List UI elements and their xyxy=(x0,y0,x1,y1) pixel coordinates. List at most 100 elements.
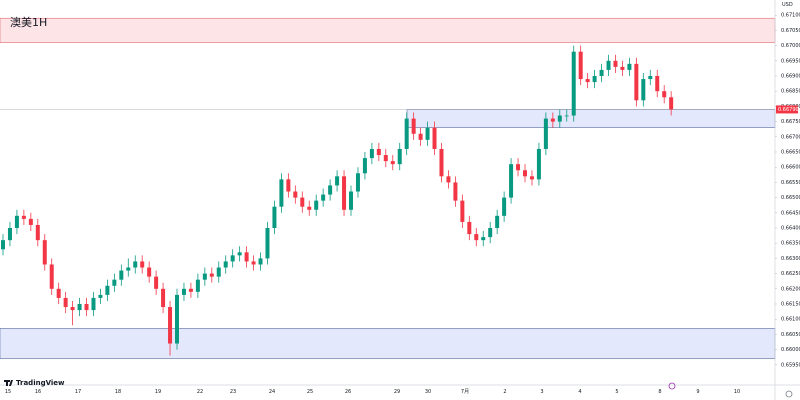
last-price-box xyxy=(776,105,798,114)
candle-body xyxy=(550,118,555,122)
candle-body xyxy=(49,264,54,289)
y-tick-label: 0.67000 xyxy=(781,43,800,49)
candle-body xyxy=(529,176,534,180)
y-tick-label: 0.66950 xyxy=(781,58,800,64)
candle-body xyxy=(328,185,333,195)
x-tick-label: 24 xyxy=(269,389,275,395)
y-tick-label: 0.66850 xyxy=(781,89,800,95)
candle-body xyxy=(585,79,590,83)
candle-body xyxy=(613,60,618,67)
candle-body xyxy=(397,148,402,165)
candle-body xyxy=(564,115,569,117)
candle-body xyxy=(321,194,326,201)
y-tick-label: 0.66100 xyxy=(781,317,800,323)
x-tick-label: 18 xyxy=(115,389,121,395)
x-tick-label: 23 xyxy=(230,389,236,395)
candle-body xyxy=(195,279,200,292)
candle-body xyxy=(474,234,479,241)
x-tick-label: 26 xyxy=(345,389,351,395)
candle-body xyxy=(265,228,270,259)
y-tick-label: 0.66000 xyxy=(781,347,800,353)
candle-body xyxy=(119,270,124,280)
candle-body xyxy=(91,297,96,311)
y-tick-label: 0.66200 xyxy=(781,286,800,292)
y-tick-label: 0.66150 xyxy=(781,302,800,308)
candle-body xyxy=(28,218,33,225)
candle-body xyxy=(516,164,521,171)
candle-body xyxy=(237,252,242,256)
candle-body xyxy=(56,288,61,298)
zones xyxy=(0,17,776,360)
y-tick-label: 0.66050 xyxy=(781,332,800,338)
candle-body xyxy=(355,173,360,192)
candle-body xyxy=(314,200,319,210)
candle-body xyxy=(620,66,625,70)
x-tick-label: 30 xyxy=(425,389,431,395)
candle-body xyxy=(300,197,305,207)
candle-body xyxy=(335,176,340,186)
candle-body xyxy=(495,215,500,228)
candle-body xyxy=(599,69,604,76)
candle-body xyxy=(425,127,430,140)
y-tick-label: 0.66700 xyxy=(781,134,800,140)
candle-body xyxy=(147,267,152,277)
candle-body xyxy=(63,297,68,308)
logo: TradingView xyxy=(4,379,65,387)
candle-body xyxy=(557,115,562,122)
candle-body xyxy=(362,158,367,174)
candle-body xyxy=(509,164,514,198)
last-price-label: 0.66790 xyxy=(778,107,799,113)
candle-body xyxy=(669,97,674,110)
candle-body xyxy=(523,170,527,177)
candle-body xyxy=(488,228,493,238)
candle-body xyxy=(307,206,312,210)
x-tick-label: 16 xyxy=(35,389,41,395)
candle-body xyxy=(641,79,646,101)
candle-body xyxy=(460,200,465,222)
y-tick-label: 0.65950 xyxy=(781,362,800,368)
y-tick-label: 0.67050 xyxy=(781,28,800,34)
candle-body xyxy=(7,228,12,241)
event-marker[interactable] xyxy=(668,382,676,390)
x-tick-label: 4 xyxy=(578,389,581,395)
price-axis: 0.65950 0.66000 0.66050 0.66100 0.66150 0.662… xyxy=(775,13,800,368)
candle-body xyxy=(578,51,583,80)
candle-body xyxy=(655,76,660,92)
candle-body xyxy=(154,276,159,289)
candle-body xyxy=(161,288,166,308)
y-tick-label: 0.66250 xyxy=(781,271,800,277)
candle-body xyxy=(216,267,221,277)
y-tick-label: 0.66750 xyxy=(781,119,800,125)
candle-body xyxy=(168,307,173,344)
settings-button[interactable] xyxy=(785,390,793,398)
candle-body xyxy=(293,191,298,198)
y-tick-label: 0.66450 xyxy=(781,210,800,216)
candle-body xyxy=(84,304,89,311)
candle-body xyxy=(404,118,409,149)
candle-body xyxy=(390,161,395,165)
candle-body xyxy=(432,127,437,149)
candle-body xyxy=(467,221,472,235)
candle-body xyxy=(543,118,548,149)
candle-body xyxy=(592,76,597,83)
candle-body xyxy=(648,76,653,80)
candle-body xyxy=(251,261,256,265)
y-tick-label: 0.66900 xyxy=(781,74,800,80)
time-axis: 15 16 17 18 19 22 23 24 25 26 29 30 7月 2 3 4 5 8 9 10 xyxy=(5,389,740,395)
x-tick-label: 7月 xyxy=(461,389,469,395)
candle-body xyxy=(133,261,138,268)
candle-body xyxy=(349,191,353,210)
candle-body xyxy=(662,91,667,98)
y-tick-label: 0.66650 xyxy=(781,150,800,156)
x-tick-label: 5 xyxy=(615,389,618,395)
candle-body xyxy=(230,255,235,262)
zone xyxy=(0,17,776,43)
candle-body xyxy=(21,215,26,219)
candle-body xyxy=(571,51,576,116)
candle-body xyxy=(286,179,291,192)
zone xyxy=(0,328,776,360)
candle-body xyxy=(481,237,486,241)
candles xyxy=(1,45,674,356)
candle-body xyxy=(369,148,374,159)
